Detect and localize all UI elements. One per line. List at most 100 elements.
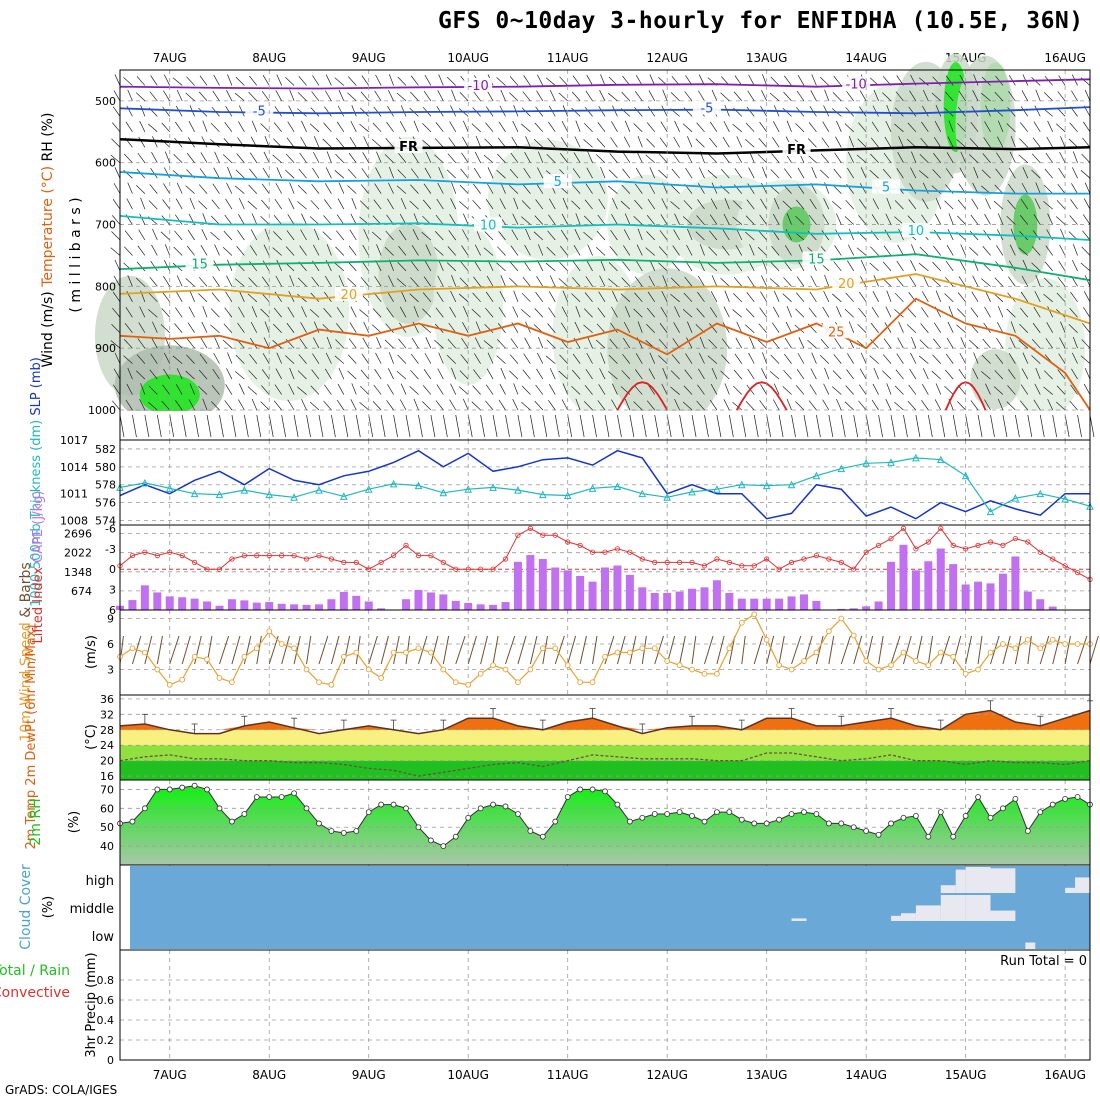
- upper-wind-barb: [733, 276, 743, 287]
- upper-wind-barb: [450, 290, 457, 302]
- upper-wind-barb: [786, 120, 792, 132]
- upper-wind-barb: [869, 262, 879, 272]
- upper-wind-barb: [612, 290, 618, 302]
- cloud-cover-block: [965, 895, 991, 921]
- upper-wind-barb: [624, 120, 631, 132]
- stability-ylabel-part: Lifted Index: [31, 567, 46, 644]
- upper-wind-barb: [337, 105, 345, 117]
- upper-wind-barb: [374, 90, 382, 102]
- upper-wind-barb: [375, 74, 382, 86]
- upper-wind-barb: [485, 307, 494, 318]
- surface-wind-barb: [890, 414, 896, 438]
- upper-wind-barb: [173, 339, 183, 349]
- surface-wind-barb: [853, 414, 859, 438]
- thickness-marker: [862, 459, 870, 467]
- surface-wind-barb: [741, 414, 747, 438]
- upper-wind-barb: [608, 371, 618, 380]
- cape-bar: [974, 581, 983, 610]
- upper-wind-barb: [359, 123, 369, 133]
- cape-bar: [426, 592, 435, 610]
- surface-wind-barb: [828, 414, 834, 438]
- upper-wind-barb: [872, 105, 879, 117]
- upper-wind-barb: [794, 324, 805, 333]
- upper-wind-barb: [347, 354, 357, 364]
- temperature-contour: [119, 273, 1091, 325]
- upper-wind-barb: [175, 214, 183, 225]
- upper-wind-barb: [959, 167, 966, 179]
- upper-wind-barb: [810, 368, 817, 380]
- upper-wind-barb: [387, 105, 394, 117]
- upper-wind-barb: [521, 216, 531, 225]
- upper-wind-barb: [288, 198, 295, 210]
- upper-ylabel-axis: ( m i l l i b a r s ): [68, 197, 84, 312]
- upper-wind-barb: [782, 107, 792, 117]
- upper-wind-barb: [535, 199, 544, 210]
- upper-wind-barb: [1082, 214, 1091, 225]
- upper-wind-barb: [761, 182, 767, 194]
- cloud-cover-block: [891, 915, 901, 921]
- upper-wind-barb: [1034, 290, 1041, 302]
- stability-ylabel: Lifted Index CAPE (J/kg): [31, 491, 46, 644]
- upper-wind-barb: [113, 90, 121, 102]
- upper-wind-barb: [721, 169, 730, 179]
- upper-wind-barb: [497, 230, 506, 241]
- upper-wind-barb: [598, 291, 606, 303]
- upper-wind-barb: [960, 244, 966, 256]
- upper-wind-barb: [545, 262, 556, 272]
- upper-wind-barb: [198, 184, 208, 194]
- upper-wind-barb: [459, 92, 469, 102]
- upper-wind-barb: [485, 291, 494, 303]
- upper-wind-barb: [819, 169, 830, 179]
- upper-wind-barb: [163, 368, 171, 380]
- upper-wind-barb: [484, 323, 494, 333]
- upper-wind-barb: [376, 151, 382, 163]
- upper-wind-barb: [524, 244, 531, 256]
- upper-wind-barb: [674, 398, 680, 411]
- upper-wind-barb: [498, 121, 506, 133]
- upper-wind-barb: [1032, 322, 1041, 333]
- upper-wind-barb: [238, 290, 245, 302]
- upper-wind-barb: [324, 90, 332, 102]
- upper-wind-barb: [596, 230, 606, 241]
- upper-wind-barb: [487, 352, 494, 364]
- upper-wind-barb: [960, 151, 966, 163]
- upper-wind-barb: [1055, 123, 1066, 133]
- upper-wind-barb: [213, 74, 220, 86]
- upper-wind-barb: [212, 368, 220, 380]
- upper-wind-barb: [198, 293, 208, 303]
- upper-wind-barb: [148, 200, 158, 210]
- upper-wind-barb: [935, 290, 942, 302]
- upper-wind-barb: [338, 89, 345, 102]
- upper-wind-barb: [163, 276, 171, 287]
- upper-wind-barb: [201, 136, 208, 148]
- upper-wind-barb: [856, 247, 867, 256]
- wind-barb: [119, 635, 124, 665]
- surface-wind-barb: [530, 414, 535, 438]
- rh-marker: [229, 818, 235, 825]
- wind-speed-marker: [452, 679, 459, 686]
- thickness-marker: [141, 478, 149, 487]
- cape-bar: [402, 599, 411, 610]
- upper-wind-barb: [299, 338, 307, 349]
- cape-bar: [414, 589, 423, 610]
- upper-wind-barb: [285, 246, 295, 256]
- upper-wind-barb: [311, 369, 320, 380]
- upper-wind-barb: [858, 122, 867, 133]
- wind-barb: [492, 635, 499, 665]
- wind-speed-marker: [316, 679, 322, 686]
- upper-wind-barb: [683, 385, 693, 395]
- upper-wind-barb: [375, 352, 382, 364]
- surface-wind-barb: [156, 414, 162, 438]
- upper-wind-barb: [424, 353, 432, 364]
- rh-marker: [365, 809, 372, 816]
- surface-wind-barb: [567, 414, 573, 438]
- upper-wind-barb: [684, 369, 693, 380]
- upper-wind-barb: [323, 307, 332, 318]
- upper-wind-barb: [836, 120, 842, 132]
- upper-wind-barb: [870, 323, 879, 333]
- wind-speed-marker: [614, 649, 621, 656]
- lifted-index-marker: [913, 546, 919, 552]
- lifted-index-marker: [291, 552, 297, 559]
- upper-wind-barb: [386, 307, 394, 318]
- upper-wind-barb: [422, 385, 432, 395]
